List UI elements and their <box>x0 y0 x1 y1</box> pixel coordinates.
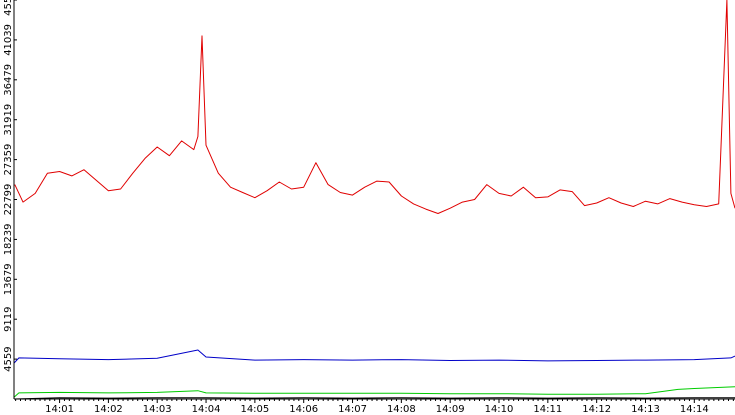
x-tick-label: 14:08 <box>387 404 416 415</box>
y-tick-label: 41039 <box>3 24 14 56</box>
y-tick-labels: 4559 9119 13679 18239 22799 27359 31919 36479 41… <box>3 0 17 372</box>
x-tick-label: 14:13 <box>631 404 660 415</box>
y-tick-label: 18239 <box>3 223 14 255</box>
y-tick-label: 31919 <box>3 104 14 136</box>
axes-layer <box>13 0 735 400</box>
x-tick-label: 14:02 <box>94 404 123 415</box>
y-tick-label: 27359 <box>3 144 14 176</box>
x-tick-label: 14:10 <box>485 404 514 415</box>
y-tick-label: 36479 <box>3 64 14 96</box>
y-tick-label: 13679 <box>3 263 14 295</box>
x-tick-label: 14:12 <box>582 404 611 415</box>
y-tick-label: 22799 <box>3 184 14 216</box>
series-line-3 <box>13 386 735 398</box>
x-tick-label: 14:11 <box>533 404 562 415</box>
y-tick-label: 9119 <box>3 306 14 331</box>
x-tick-label: 14:04 <box>192 404 221 415</box>
x-tick-label: 14:03 <box>143 404 172 415</box>
x-tick-label: 14:05 <box>240 404 269 415</box>
series-line-4 <box>13 397 735 400</box>
series-line-2 <box>13 349 735 364</box>
x-tick-label: 14:07 <box>338 404 367 415</box>
x-tick-label: 14:01 <box>45 404 74 415</box>
x-tick-labels: 14:01 14:02 14:03 14:04 14:05 14:06 14:07 14:08… <box>15 399 734 415</box>
series-layer <box>13 0 735 400</box>
x-tick-label: 14:06 <box>289 404 318 415</box>
series-line-1 <box>14 0 735 214</box>
x-tick-label: 14:09 <box>436 404 465 415</box>
y-tick-label: 4559 <box>3 346 14 371</box>
x-tick-label: 14:14 <box>680 404 709 415</box>
y-tick-label: 45599 <box>3 0 14 16</box>
